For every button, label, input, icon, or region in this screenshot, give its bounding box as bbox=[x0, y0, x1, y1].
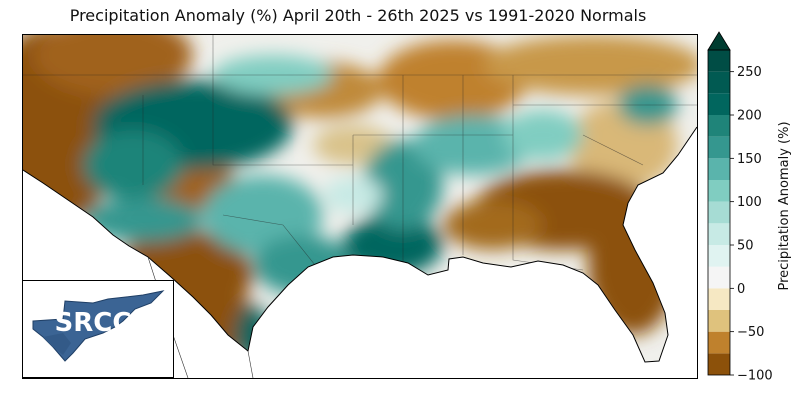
colorbar-band bbox=[708, 136, 730, 159]
map-title: Precipitation Anomaly (%) April 20th - 2… bbox=[69, 6, 647, 25]
srcc-logo: SRCC bbox=[22, 280, 174, 378]
colorbar-label: Precipitation Anomaly (%) bbox=[777, 121, 792, 290]
coastline bbox=[23, 126, 697, 363]
colorbar-band bbox=[708, 180, 730, 202]
colorbar-tick-label: 100 bbox=[737, 195, 762, 210]
colorbar-band bbox=[708, 115, 730, 137]
colorbar-band bbox=[708, 71, 730, 94]
colorbar-band bbox=[708, 158, 730, 180]
colorbar-tick-label: 150 bbox=[737, 152, 762, 167]
logo-text: SRCC bbox=[55, 308, 132, 338]
colorbar-band bbox=[708, 245, 730, 267]
colorbar-tick-label: −100 bbox=[737, 369, 773, 381]
colorbar-band bbox=[708, 288, 730, 310]
colorbar-band bbox=[708, 223, 730, 245]
colorbar-graphic: −100 −50 0 50 100 150 200 250 Precipitation Ano… bbox=[707, 31, 792, 384]
colorbar-extend-arrow bbox=[707, 31, 731, 51]
srcc-logo-graphic: SRCC bbox=[32, 290, 165, 362]
colorbar-band bbox=[708, 310, 730, 332]
colorbar: −100 −50 0 50 100 150 200 250 Precipitation Ano… bbox=[700, 30, 800, 384]
colorbar-ticks: −100 −50 0 50 100 150 200 250 bbox=[730, 65, 773, 384]
colorbar-tick-label: 200 bbox=[737, 109, 762, 124]
colorbar-frame bbox=[707, 49, 731, 376]
colorbar-tick-label: 50 bbox=[737, 239, 754, 254]
colorbar-band bbox=[708, 93, 730, 115]
colorbar-band bbox=[708, 331, 730, 354]
colorbar-band bbox=[708, 353, 730, 375]
colorbar-band bbox=[708, 201, 730, 224]
colorbar-tick-label: −50 bbox=[737, 325, 764, 340]
colorbar-band bbox=[708, 50, 730, 72]
colorbar-band bbox=[708, 266, 730, 289]
colorbar-tick-label: 250 bbox=[737, 65, 762, 80]
colorbar-bands bbox=[707, 31, 731, 376]
colorbar-tick-label: 0 bbox=[737, 282, 745, 297]
